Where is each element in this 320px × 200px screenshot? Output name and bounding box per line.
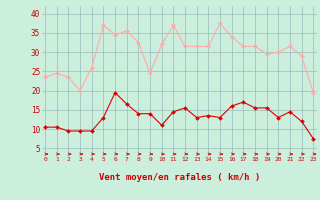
- X-axis label: Vent moyen/en rafales ( km/h ): Vent moyen/en rafales ( km/h ): [99, 173, 260, 182]
